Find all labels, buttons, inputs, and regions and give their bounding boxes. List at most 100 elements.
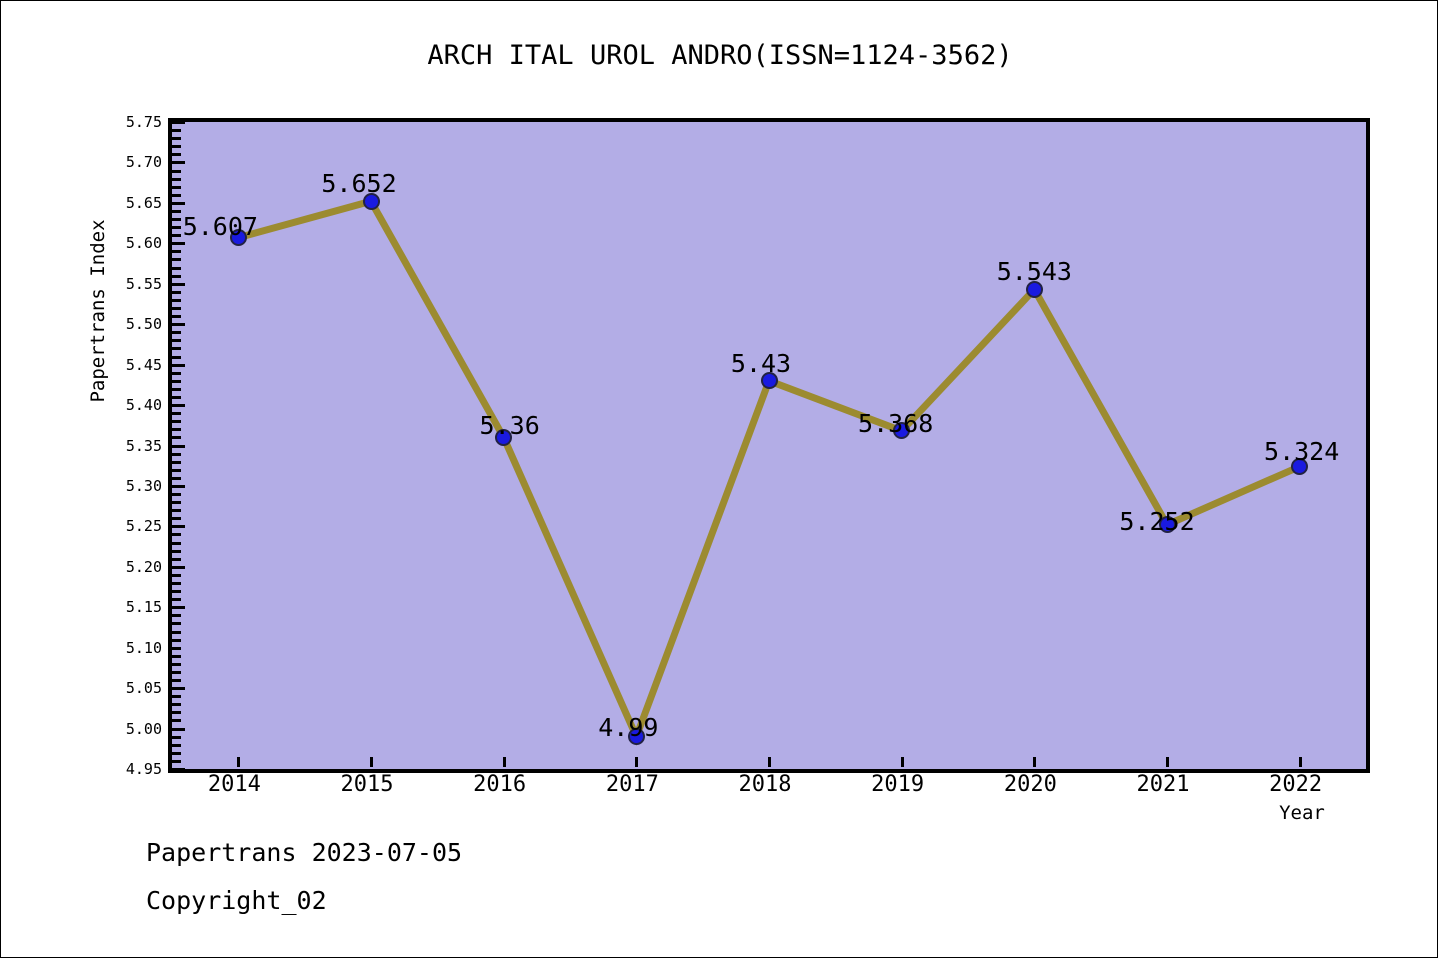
y-axis-minor-tick <box>172 695 181 699</box>
data-point-marker[interactable] <box>627 728 645 746</box>
y-axis-minor-tick <box>172 153 181 157</box>
y-axis-minor-tick <box>172 549 181 553</box>
y-axis-minor-tick <box>172 258 181 262</box>
y-axis-minor-tick <box>172 137 181 141</box>
x-axis-tick <box>1033 757 1037 767</box>
y-axis-minor-tick <box>172 307 181 310</box>
y-axis-minor-tick <box>172 630 181 634</box>
y-axis-minor-tick <box>172 371 181 375</box>
y-axis-tick-label: 5.05 <box>125 679 162 698</box>
y-axis-tick-label: 4.95 <box>125 760 162 778</box>
chart-title: ARCH ITAL UROL ANDRO(ISSN=1124-3562) <box>427 40 1013 71</box>
data-point-value-label: 5.43 <box>730 348 792 378</box>
y-axis-minor-tick <box>172 735 181 739</box>
y-axis-tick-label: 5.20 <box>125 557 162 576</box>
y-axis-minor-tick <box>172 412 181 416</box>
data-point-value-label: 5.543 <box>996 257 1072 287</box>
x-axis-title: Year <box>1279 802 1325 824</box>
y-axis-minor-tick <box>172 581 181 585</box>
y-axis-minor-tick <box>172 129 181 133</box>
y-axis-minor-tick <box>172 533 181 537</box>
y-axis-minor-tick <box>172 590 181 594</box>
y-axis-minor-tick <box>172 387 181 391</box>
data-point-value-label: 5.36 <box>479 411 540 441</box>
y-axis-minor-tick <box>172 622 181 626</box>
y-axis-major-tick <box>172 444 185 448</box>
y-axis-minor-tick <box>172 493 181 497</box>
data-point-marker[interactable] <box>1291 458 1309 476</box>
y-axis-minor-tick <box>172 662 181 666</box>
data-point-marker[interactable] <box>1025 280 1043 298</box>
x-axis-tick-label: 2014 <box>207 772 261 797</box>
y-axis-major-tick <box>172 242 185 246</box>
y-axis-major-tick <box>172 282 185 286</box>
data-point-value-label: 5.368 <box>858 408 934 438</box>
y-axis-minor-tick <box>172 234 181 238</box>
plot-area <box>172 121 1366 771</box>
y-axis-minor-tick <box>172 355 181 359</box>
y-axis-tick-label: 5.35 <box>125 436 162 455</box>
x-axis-tick <box>635 757 639 767</box>
y-axis-minor-tick <box>172 395 181 399</box>
x-axis-tick <box>502 757 506 767</box>
y-axis-major-tick <box>172 323 185 327</box>
y-axis-minor-tick <box>172 646 181 650</box>
x-axis-tick <box>237 757 241 767</box>
y-axis-minor-tick <box>172 169 181 173</box>
y-axis-minor-tick <box>172 711 181 715</box>
y-axis-minor-tick <box>172 452 181 456</box>
y-axis-minor-tick <box>172 501 181 505</box>
data-point-marker[interactable] <box>362 192 380 210</box>
y-axis-minor-tick <box>172 347 181 351</box>
data-point-marker[interactable] <box>229 229 247 247</box>
y-axis-major-tick <box>172 363 185 367</box>
y-axis-tick-label: 5.25 <box>125 517 162 536</box>
data-point-marker[interactable] <box>893 422 911 440</box>
y-axis-minor-tick <box>172 638 181 642</box>
data-point-marker[interactable] <box>1158 516 1176 534</box>
y-axis-major-tick <box>172 727 185 731</box>
y-axis-tick-label: 5.40 <box>125 396 162 415</box>
y-axis-minor-tick <box>172 274 181 278</box>
x-axis-tick-label: 2021 <box>1136 772 1190 797</box>
y-axis-tick-label: 5.30 <box>125 476 162 495</box>
y-axis-minor-tick <box>172 315 181 319</box>
y-axis-inner-ticks <box>172 121 188 771</box>
data-point-marker[interactable] <box>495 428 513 446</box>
data-point-value-label: 5.252 <box>1119 506 1195 536</box>
y-axis-minor-tick <box>172 266 181 270</box>
y-axis-major-tick <box>172 201 185 205</box>
y-axis-minor-tick <box>172 177 181 181</box>
y-axis-major-tick <box>172 565 185 569</box>
y-axis-minor-tick <box>172 218 181 222</box>
x-axis-tick <box>1166 757 1169 767</box>
footer-date: Papertrans 2023-07-05 <box>146 838 463 867</box>
y-axis-minor-tick <box>172 573 181 577</box>
x-axis-tick <box>900 757 904 767</box>
y-axis-minor-tick <box>172 428 181 432</box>
x-axis-tick-label: 2022 <box>1269 772 1323 797</box>
y-axis-minor-tick <box>172 557 181 561</box>
y-axis-minor-tick <box>172 298 181 302</box>
y-axis-major-tick <box>172 606 185 610</box>
y-axis-major-tick <box>172 161 185 165</box>
y-axis-minor-tick <box>172 679 181 683</box>
y-axis-minor-tick <box>172 719 181 723</box>
x-axis-tick-label: 2016 <box>473 772 527 797</box>
x-axis-inner-ticks <box>172 757 1366 769</box>
data-point-marker[interactable] <box>760 372 778 390</box>
data-point-value-label: 5.324 <box>1264 436 1340 466</box>
y-axis-minor-tick <box>172 185 181 189</box>
y-axis-minor-tick <box>172 509 181 513</box>
x-axis-tick-label: 2018 <box>738 772 792 797</box>
y-axis-minor-tick <box>172 145 181 149</box>
y-axis-tick-label: 5.70 <box>125 153 162 172</box>
y-axis-minor-tick <box>172 598 181 602</box>
data-markers-layer <box>172 122 1366 769</box>
y-axis-minor-tick <box>172 379 181 383</box>
y-axis-minor-tick <box>172 209 181 213</box>
y-axis-minor-tick <box>172 250 181 254</box>
x-axis-tick <box>1298 757 1302 767</box>
